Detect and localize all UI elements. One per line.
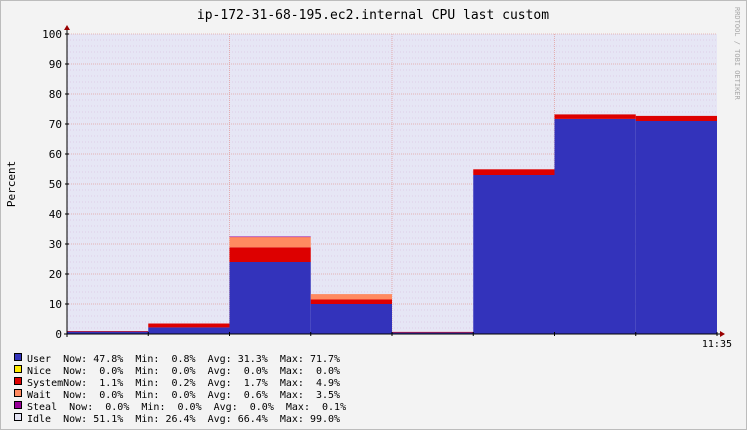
area-system-7 bbox=[635, 115, 717, 121]
area-user-0 bbox=[67, 331, 149, 334]
area-user-1 bbox=[148, 327, 230, 334]
legend-swatch bbox=[14, 401, 22, 409]
area-user-7 bbox=[635, 121, 717, 334]
area-system-3 bbox=[310, 299, 392, 304]
area-user-2 bbox=[229, 262, 311, 334]
stacked-areas bbox=[67, 114, 717, 335]
y-tick-label: 20 bbox=[49, 268, 62, 281]
y-tick-label: 40 bbox=[49, 208, 62, 221]
legend-entry: Wait Now: 0.0% Min: 0.0% Avg: 0.6% Max: … bbox=[27, 390, 340, 401]
y-tick-label: 10 bbox=[49, 298, 62, 311]
area-system-0 bbox=[67, 331, 149, 332]
y-tick-label: 0 bbox=[55, 328, 62, 341]
area-system-4 bbox=[392, 331, 474, 333]
axes: 0 10 20 30 40 50 60 70 80 90 100 bbox=[42, 25, 725, 341]
legend-entry: Idle Now: 51.1% Min: 26.4% Avg: 66.4% Ma… bbox=[27, 414, 340, 425]
legend-swatch bbox=[14, 389, 22, 397]
y-tick-label: 50 bbox=[49, 178, 62, 191]
area-wait-2 bbox=[229, 236, 311, 248]
area-user-6 bbox=[554, 118, 636, 335]
y-axis-label: Percent bbox=[5, 161, 18, 207]
area-user-3 bbox=[310, 304, 392, 334]
area-system-2 bbox=[229, 247, 311, 262]
legend-entry: Steal Now: 0.0% Min: 0.0% Avg: 0.0% Max:… bbox=[27, 402, 346, 413]
legend-swatch bbox=[14, 365, 22, 373]
legend-entry: SystemNow: 1.1% Min: 0.2% Avg: 1.7% Max:… bbox=[27, 378, 340, 389]
y-tick-label: 60 bbox=[49, 148, 62, 161]
chart-title: ip-172-31-68-195.ec2.internal CPU last c… bbox=[197, 8, 549, 23]
legend-swatch bbox=[14, 353, 22, 361]
area-system-1 bbox=[148, 323, 230, 328]
y-tick-label: 70 bbox=[49, 118, 62, 131]
area-wait-3 bbox=[310, 294, 392, 300]
y-tick-label: 30 bbox=[49, 238, 62, 251]
legend-entry: Nice Now: 0.0% Min: 0.0% Avg: 0.0% Max: … bbox=[27, 366, 340, 377]
area-user-5 bbox=[473, 175, 555, 334]
legend-entry: User Now: 47.8% Min: 0.8% Avg: 31.3% Max… bbox=[27, 354, 340, 365]
legend: User Now: 47.8% Min: 0.8% Avg: 31.3% Max… bbox=[14, 353, 346, 425]
area-system-6 bbox=[554, 114, 636, 119]
x-tick-label: 11:35 bbox=[702, 339, 732, 350]
y-tick-label: 90 bbox=[49, 58, 62, 71]
rrdtool-watermark: RRDTOOL / TOBI OETIKER bbox=[733, 7, 741, 101]
area-steal-2 bbox=[229, 236, 311, 238]
y-tick-label: 100 bbox=[42, 28, 62, 41]
area-system-5 bbox=[473, 169, 555, 175]
legend-swatch bbox=[14, 377, 22, 385]
area-user-4 bbox=[392, 332, 474, 334]
y-tick-label: 80 bbox=[49, 88, 62, 101]
legend-swatch bbox=[14, 413, 22, 421]
